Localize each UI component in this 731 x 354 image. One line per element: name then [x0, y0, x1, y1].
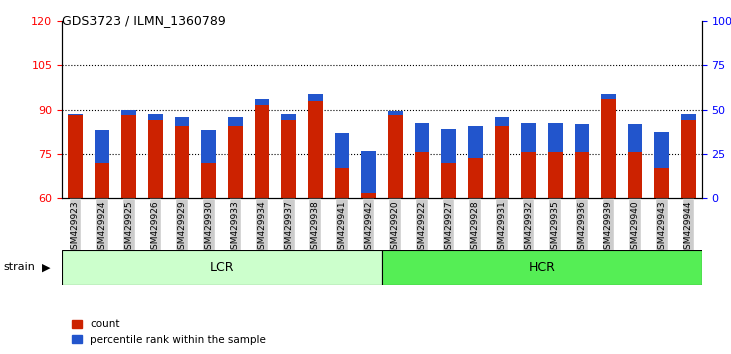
Text: GSM429935: GSM429935: [550, 201, 560, 256]
Bar: [521, 123, 536, 198]
Bar: [175, 117, 189, 198]
Text: GDS3723 / ILMN_1360789: GDS3723 / ILMN_1360789: [62, 14, 226, 27]
Bar: [442, 129, 456, 198]
Bar: [575, 125, 589, 152]
Text: GSM429936: GSM429936: [577, 201, 586, 256]
Bar: [68, 114, 83, 115]
Text: GSM429940: GSM429940: [631, 201, 640, 255]
Bar: [468, 126, 482, 158]
Text: ▶: ▶: [42, 262, 51, 272]
Legend: count, percentile rank within the sample: count, percentile rank within the sample: [67, 315, 270, 349]
Bar: [201, 130, 216, 198]
Text: GSM429923: GSM429923: [71, 201, 80, 255]
Bar: [361, 151, 376, 193]
Text: GSM429943: GSM429943: [657, 201, 666, 255]
Bar: [68, 114, 83, 198]
Bar: [254, 99, 269, 105]
Bar: [201, 130, 216, 163]
Bar: [308, 101, 322, 198]
Bar: [382, 250, 702, 285]
Bar: [254, 105, 269, 198]
Bar: [175, 117, 189, 126]
Text: GSM429927: GSM429927: [444, 201, 453, 255]
Bar: [95, 130, 110, 198]
Text: GSM429934: GSM429934: [257, 201, 267, 255]
Bar: [628, 125, 643, 152]
Text: GSM429929: GSM429929: [178, 201, 186, 255]
Text: GSM429924: GSM429924: [98, 201, 107, 255]
Text: GSM429933: GSM429933: [231, 201, 240, 256]
Text: GSM429920: GSM429920: [391, 201, 400, 255]
Text: GSM429942: GSM429942: [364, 201, 373, 255]
Bar: [281, 114, 296, 198]
Text: GSM429932: GSM429932: [524, 201, 533, 255]
Bar: [361, 151, 376, 198]
Bar: [148, 114, 163, 198]
Bar: [654, 132, 669, 198]
Bar: [681, 114, 696, 120]
Bar: [548, 123, 563, 152]
Bar: [495, 117, 510, 198]
Bar: [495, 117, 510, 126]
Bar: [335, 133, 349, 168]
Text: GSM429941: GSM429941: [338, 201, 346, 255]
Bar: [148, 114, 163, 120]
Bar: [95, 130, 110, 163]
Bar: [62, 250, 382, 285]
Bar: [468, 126, 482, 198]
Text: GSM429937: GSM429937: [284, 201, 293, 256]
Text: GSM429930: GSM429930: [204, 201, 213, 256]
Bar: [601, 94, 616, 99]
Bar: [228, 117, 243, 198]
Bar: [388, 111, 403, 115]
Text: GSM429931: GSM429931: [497, 201, 507, 256]
Bar: [575, 125, 589, 198]
Text: GSM429926: GSM429926: [151, 201, 160, 255]
Text: GSM429938: GSM429938: [311, 201, 320, 256]
Bar: [442, 129, 456, 163]
Text: GSM429928: GSM429928: [471, 201, 480, 255]
Bar: [388, 111, 403, 198]
Bar: [308, 94, 322, 101]
Text: GSM429925: GSM429925: [124, 201, 133, 255]
Bar: [601, 99, 616, 198]
Text: HCR: HCR: [529, 261, 556, 274]
Text: strain: strain: [4, 262, 36, 272]
Bar: [654, 132, 669, 168]
Text: GSM429939: GSM429939: [604, 201, 613, 256]
Bar: [281, 114, 296, 120]
Bar: [628, 125, 643, 198]
Bar: [521, 123, 536, 152]
Text: GSM429922: GSM429922: [417, 201, 426, 255]
Bar: [548, 123, 563, 198]
Bar: [121, 110, 136, 115]
Bar: [121, 110, 136, 198]
Text: GSM429944: GSM429944: [684, 201, 693, 255]
Bar: [681, 114, 696, 198]
Bar: [414, 123, 429, 198]
Bar: [228, 117, 243, 126]
Bar: [414, 123, 429, 152]
Bar: [335, 133, 349, 198]
Text: LCR: LCR: [210, 261, 235, 274]
